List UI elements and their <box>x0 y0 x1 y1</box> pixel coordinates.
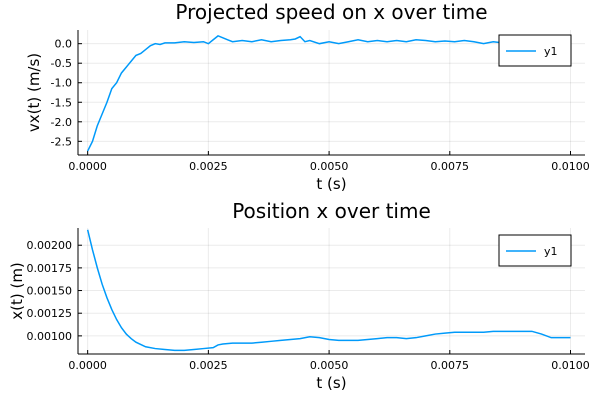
legend: y1 <box>498 34 572 67</box>
x-tick-label: 0.0100 <box>551 359 590 372</box>
series-line-y1 <box>86 229 571 352</box>
chart-2: 0.0000 0.0025 0.0050 0.0075 0.0100 0.00100 0.0… <box>8 199 590 392</box>
series-line-y1 <box>86 34 571 152</box>
x-tick-label: 0.0000 <box>68 160 107 173</box>
x-tick-label: 0.0100 <box>551 160 590 173</box>
x-tick-label: 0.0025 <box>189 359 228 372</box>
y-tick-label: -2.0 <box>51 116 72 129</box>
x-tick-label: 0.0075 <box>431 160 470 173</box>
legend-label: y1 <box>544 245 558 258</box>
chart-title: Projected speed on x over time <box>175 0 487 24</box>
y-axis-label: x(t) (m) <box>8 262 26 320</box>
x-tick-label: 0.0050 <box>310 160 349 173</box>
y-tick-label: 0.00200 <box>27 239 73 252</box>
chart-1: 0.0000 0.0025 0.0050 0.0075 0.0100 -2.5 -2.0 -1… <box>25 0 590 193</box>
x-tick-label: 0.0025 <box>189 160 228 173</box>
x-axis-label: t (s) <box>316 175 346 193</box>
y-tick-label: 0.00175 <box>27 262 73 275</box>
y-tick-label: -1.0 <box>51 77 72 90</box>
y-tick-label: 0.00100 <box>27 330 73 343</box>
y-tick-label: 0.00150 <box>27 285 73 298</box>
y-tick-label: 0.0 <box>55 38 73 51</box>
y-axis-label: vx(t) (m/s) <box>25 53 43 132</box>
x-tick-label: 0.0075 <box>431 359 470 372</box>
legend: y1 <box>498 234 572 267</box>
legend-label: y1 <box>544 45 558 58</box>
x-axis-label: t (s) <box>316 374 346 392</box>
x-tick-label: 0.0000 <box>68 359 107 372</box>
y-tick-label: -2.5 <box>51 135 72 148</box>
y-tick-label: -0.5 <box>51 57 72 70</box>
chart-title: Position x over time <box>232 199 431 223</box>
y-tick-label: -1.5 <box>51 96 72 109</box>
x-tick-label: 0.0050 <box>310 359 349 372</box>
y-tick-label: 0.00125 <box>27 307 73 320</box>
